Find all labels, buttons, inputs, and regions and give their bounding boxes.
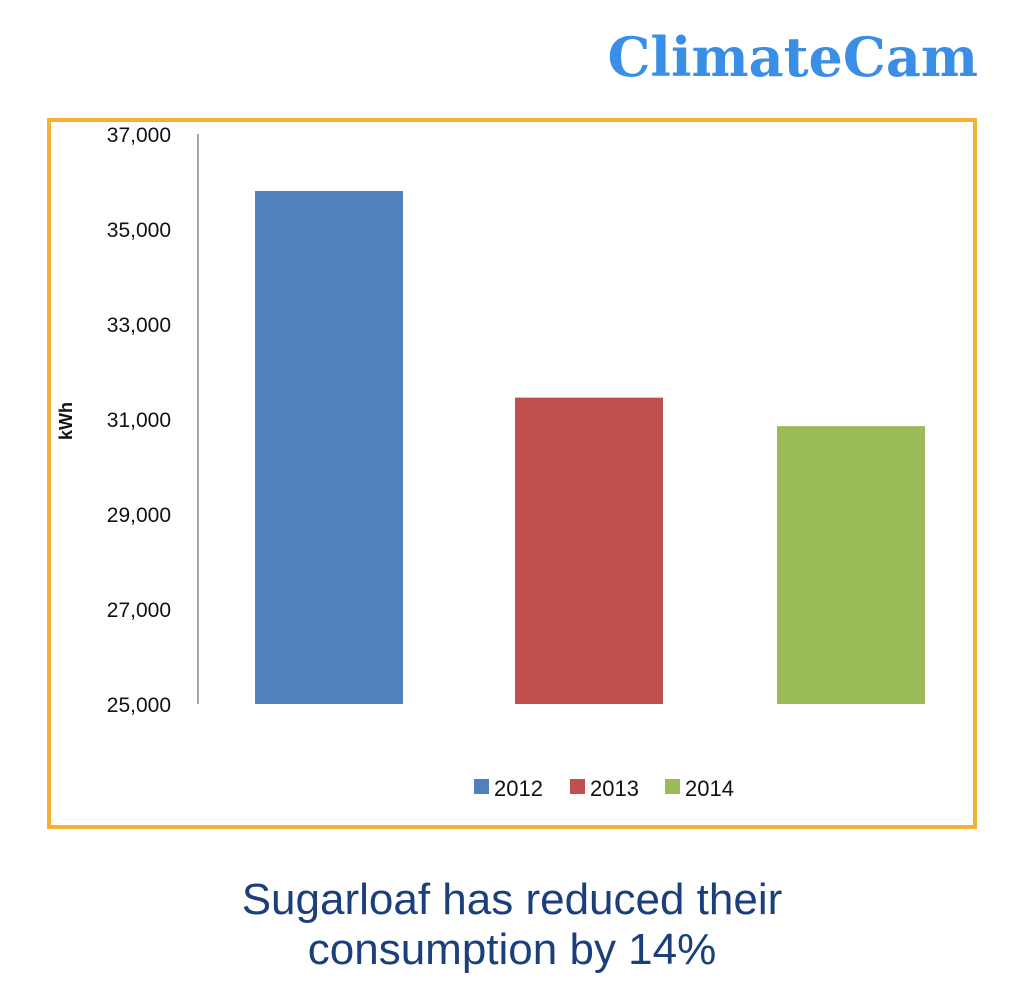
- legend-label-2014: 2014: [685, 776, 734, 801]
- caption-line-1: Sugarloaf has reduced their: [241, 875, 783, 924]
- legend-swatch-2013: [570, 779, 585, 794]
- y-tick-label: 25,000: [107, 694, 171, 717]
- bar-2014: [777, 426, 925, 704]
- y-tick-label: 27,000: [107, 599, 171, 622]
- y-tick-label: 35,000: [107, 219, 171, 242]
- legend-swatch-2012: [474, 779, 489, 794]
- caption-line-2: consumption by 14%: [307, 925, 717, 974]
- y-axis-label: kWh: [56, 402, 76, 440]
- y-tick-label: 33,000: [107, 314, 171, 337]
- bar-2013: [515, 397, 663, 704]
- y-tick-label: 37,000: [107, 124, 171, 147]
- y-tick-label: 29,000: [107, 504, 171, 527]
- chart-frame: [47, 118, 977, 829]
- y-tick-label: 31,000: [107, 409, 171, 432]
- legend-label-2012: 2012: [494, 776, 543, 801]
- legend-swatch-2014: [665, 779, 680, 794]
- legend-label-2013: 2013: [590, 776, 639, 801]
- bar-2012: [255, 191, 403, 704]
- brand-logo: ClimateCam: [607, 25, 978, 89]
- caption: Sugarloaf has reduced their consumption …: [0, 875, 1024, 975]
